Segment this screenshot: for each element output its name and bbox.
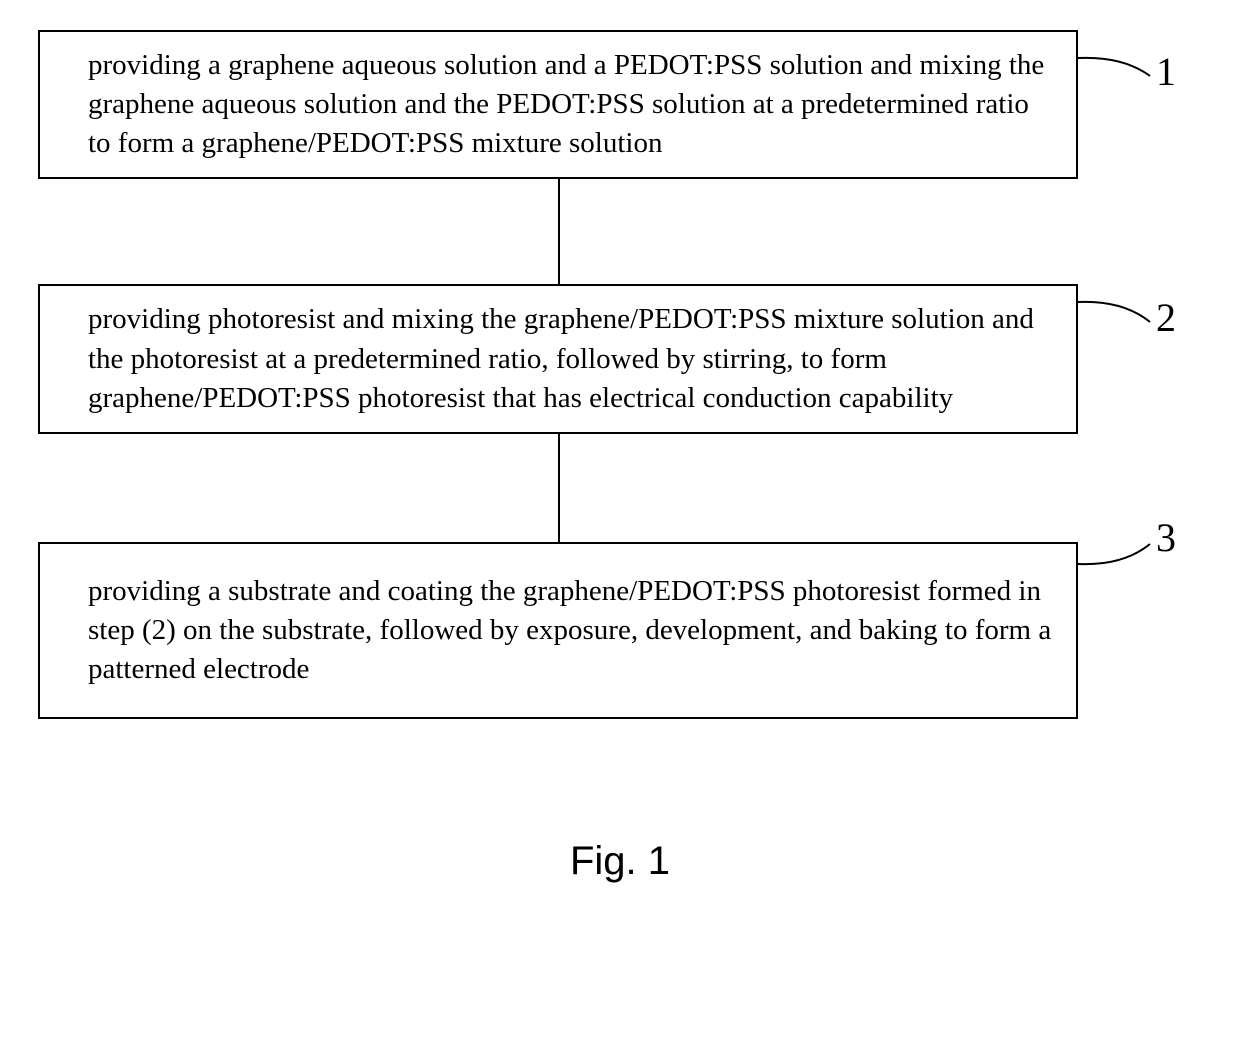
step-row-3: providing a substrate and coating the gr…: [0, 542, 1240, 719]
callout-curve-icon: [1078, 30, 1158, 100]
flowchart-container: providing a graphene aqueous solution an…: [0, 0, 1240, 719]
step-number-2: 2: [1156, 294, 1176, 341]
step-row-2: providing photoresist and mixing the gra…: [0, 284, 1240, 433]
connector-2-3: [558, 434, 560, 542]
step-box-3: providing a substrate and coating the gr…: [38, 542, 1078, 719]
step-box-2: providing photoresist and mixing the gra…: [38, 284, 1078, 433]
step-box-1: providing a graphene aqueous solution an…: [38, 30, 1078, 179]
connector-1-2: [558, 179, 560, 284]
step-row-1: providing a graphene aqueous solution an…: [0, 30, 1240, 179]
callout-curve-icon: [1078, 284, 1158, 344]
step-number-3: 3: [1156, 514, 1176, 561]
step-text-2: providing photoresist and mixing the gra…: [88, 300, 1052, 417]
step-text-1: providing a graphene aqueous solution an…: [88, 46, 1052, 163]
callout-curve-icon: [1078, 542, 1158, 582]
step-text-3: providing a substrate and coating the gr…: [88, 572, 1052, 689]
step-number-1: 1: [1156, 48, 1176, 95]
figure-caption: Fig. 1: [0, 839, 1240, 884]
